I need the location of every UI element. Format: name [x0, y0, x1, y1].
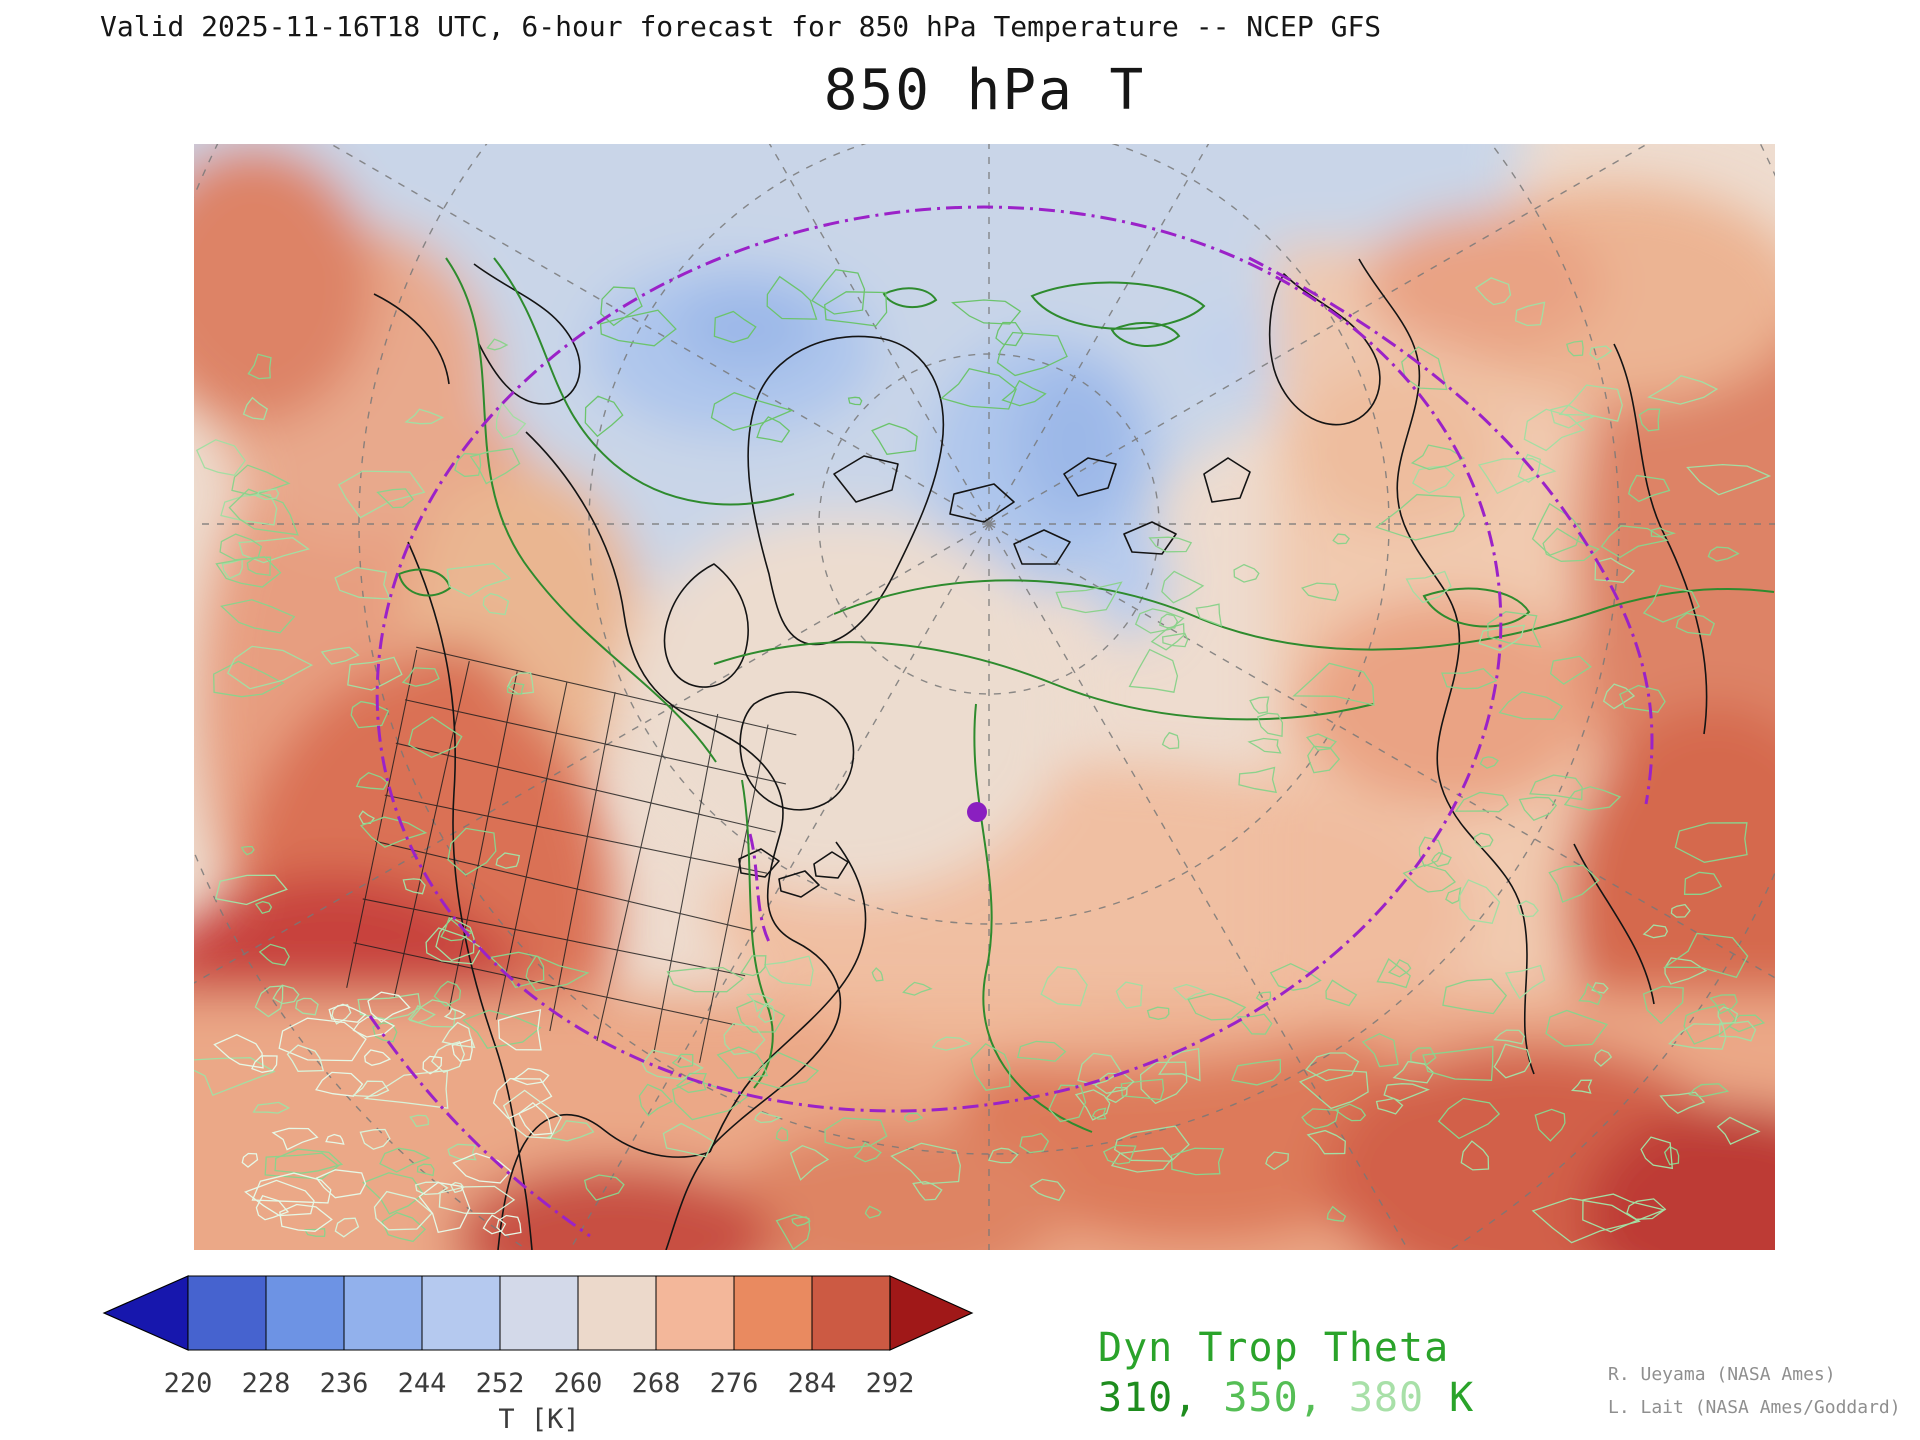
legend-title: Dyn Trop Theta	[1098, 1325, 1450, 1371]
theta-speckle-contours	[194, 269, 1772, 1250]
credit-line-2: L. Lait (NASA Ames/Goddard)	[1608, 1397, 1901, 1419]
map-canvas	[194, 144, 1775, 1250]
state-boundaries-layer	[346, 646, 797, 1063]
temperature-colorbar: 220 228 236 244 252 260 268 276 284 292 T [K]	[102, 1275, 974, 1435]
credits: R. Ueyama (NASA Ames) L. Lait (NASA Ames…	[1608, 1358, 1901, 1425]
legend-value: 350,	[1223, 1375, 1349, 1421]
svg-text:260: 260	[554, 1368, 603, 1399]
svg-text:244: 244	[398, 1368, 447, 1399]
valid-time-line: Valid 2025-11-16T18 UTC, 6-hour forecast…	[100, 10, 1382, 43]
credit-line-1: R. Ueyama (NASA Ames)	[1608, 1364, 1836, 1385]
svg-text:220: 220	[164, 1368, 213, 1399]
colorbar-panel: 220 228 236 244 252 260 268 276 284 292 T [K]	[96, 1268, 976, 1440]
contour-legend: Dyn Trop Theta 310, 350, 380 K	[1098, 1328, 1474, 1418]
svg-text:284: 284	[788, 1368, 837, 1399]
legend-unit: K	[1424, 1375, 1475, 1421]
legend-value: 310,	[1098, 1375, 1224, 1421]
svg-text:252: 252	[476, 1368, 525, 1399]
svg-text:268: 268	[632, 1368, 681, 1399]
svg-text:276: 276	[710, 1368, 759, 1399]
page-title: 850 hPa T	[823, 58, 1146, 123]
graticule-layer	[194, 144, 1775, 1250]
terminator-line	[368, 205, 1654, 1238]
temperature-field-layer	[194, 144, 1775, 1250]
svg-text:236: 236	[320, 1368, 369, 1399]
legend-values: 310, 350, 380 K	[1098, 1378, 1474, 1418]
legend-value: 380	[1348, 1375, 1425, 1421]
location-marker-dot	[967, 802, 987, 822]
svg-text:T [K]: T [K]	[498, 1404, 579, 1435]
map-panel	[194, 144, 1775, 1250]
svg-text:292: 292	[866, 1368, 915, 1399]
svg-text:228: 228	[242, 1368, 291, 1399]
coastlines-layer	[373, 258, 1708, 1250]
